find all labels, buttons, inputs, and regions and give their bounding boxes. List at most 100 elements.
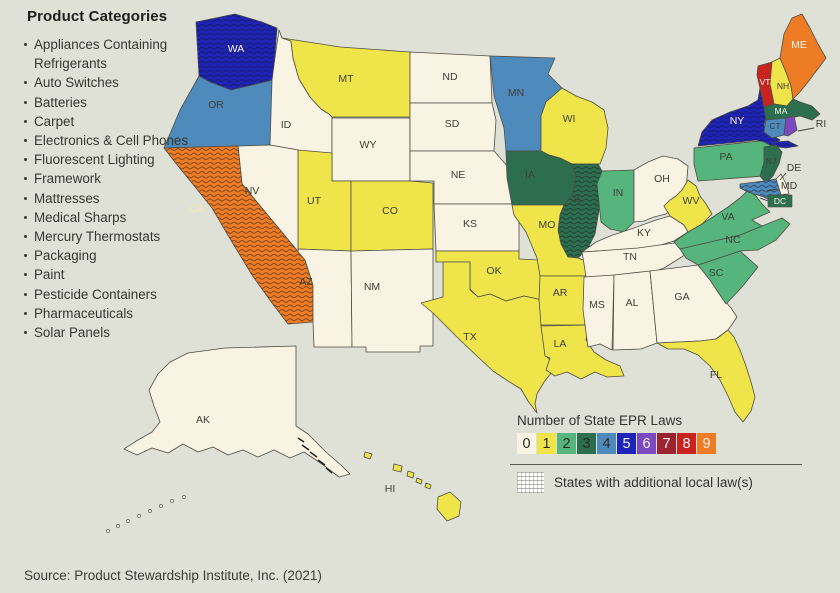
alaska-coast-mark [309,451,318,458]
callout-label-MD: MD [781,180,798,192]
callout-line-RI [797,127,815,132]
product-categories-panel: Product Categories Appliances Containing… [24,8,192,342]
aleutian-island-dot [126,519,130,523]
callout-line-DE [779,172,787,181]
category-item: Pesticide Containers [24,285,192,304]
category-item-label: Solar Panels [34,325,110,341]
category-item: Batteries [24,93,192,112]
legend-box-2: 2 [557,433,576,454]
bullet-dot [24,43,27,46]
state-label-SC: SC [709,267,724,279]
state-HI [363,451,373,460]
category-item-label: Paint [34,267,65,283]
callout-line-DC [759,197,769,202]
bullet-dot [24,311,27,315]
state-IN [596,169,635,233]
state-MT [281,37,411,118]
legend-box-4: 4 [597,433,616,454]
bullet-dot [24,177,27,181]
state-label-WI: WI [563,113,576,125]
alaska-coast-mark [317,459,326,466]
category-item: Electronics & Cell Phones [24,131,192,150]
category-item-label: Carpet [34,113,75,129]
state-CT [763,117,787,139]
state-NM [350,248,434,353]
state-label-FL: FL [710,369,722,381]
state-label-VT: VT [760,77,771,87]
category-item-label: Mercury Thermostats [34,229,161,245]
category-item: Carpet [24,112,192,131]
state-label-AZ: AZ [299,276,313,288]
category-item-label: Batteries [34,94,87,110]
category-item-label: Packaging [34,248,97,264]
state-label-SD: SD [445,118,460,130]
state-label-AL: AL [626,297,639,309]
legend-box-9: 9 [697,433,716,454]
state-label-WA: WA [228,43,245,55]
state-label-NE: NE [451,169,466,181]
state-label-CA: CA [190,203,205,215]
state-label-KS: KS [463,218,477,230]
category-item-label: Auto Switches [34,75,119,91]
category-item: Paint [24,265,192,284]
state-AK [123,345,351,478]
state-HI [392,463,403,473]
state-label-KY: KY [637,227,651,239]
state-FL [656,329,756,423]
legend-box-6: 6 [637,433,656,454]
state-label-AR: AR [553,287,568,299]
category-item: Appliances Containing Refrigerants [24,35,192,73]
category-item-label: Framework [34,171,101,187]
state-label-ID: ID [281,119,292,131]
aleutian-island-dot [116,524,120,528]
bullet-dot [24,331,27,335]
state-label-GA: GA [674,291,689,303]
bullet-dot [24,273,27,277]
state-label-CT: CT [769,121,780,131]
state-HI [436,491,462,522]
state-label-VA: VA [721,211,734,223]
category-item: Packaging [24,246,192,265]
source-note: Source: Product Stewardship Institute, I… [24,568,322,583]
bullet-dot [24,215,27,219]
state-HI [406,470,415,479]
small-state-callouts: RI DE MD [759,118,826,202]
state-WI [540,87,609,165]
categories-title: Product Categories [27,8,168,25]
category-item-label: Electronics & Cell Phones [34,133,189,149]
local-laws-hatch-swatch [517,472,544,493]
state-label-TN: TN [623,251,637,263]
category-item: Mattresses [24,189,192,208]
local-laws-row: States with additional local law(s) [517,472,808,493]
alaska-coast-mark [325,467,333,474]
category-item: Framework [24,169,192,188]
state-CO [350,180,434,252]
state-label-LA: LA [554,338,567,350]
aleutian-island-dot [148,509,152,513]
state-label-OH: OH [654,173,670,185]
state-label-OK: OK [486,265,501,277]
state-label-PA: PA [719,151,732,163]
alaska-coast-mark [297,437,305,443]
category-item-label: Mattresses [34,190,100,206]
aleutian-island-dot [182,495,186,499]
category-item-label: Medical Sharps [34,209,127,225]
state-ME [779,13,827,100]
state-label-AK: AK [196,414,210,426]
category-item: Medical Sharps [24,208,192,227]
state-label-NY: NY [730,115,745,127]
category-list: Appliances Containing Refrigerants Auto S… [24,35,192,342]
state-IL-hatch [558,164,602,258]
state-label-ME: ME [791,39,807,51]
bullet-dot [24,81,27,85]
bullet-dot [24,139,27,143]
category-item: Mercury Thermostats [24,227,192,246]
state-shapes [123,13,827,522]
bullet-dot [24,100,27,104]
legend-divider [510,464,802,465]
state-label-WV: WV [683,195,700,207]
state-TX [420,261,557,414]
state-NY-hatch [698,84,780,146]
